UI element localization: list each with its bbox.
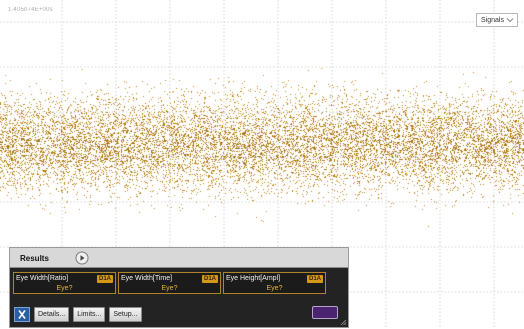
- source-badge: D1A: [96, 275, 113, 283]
- measurement-row: Eye Width[Ratio] D1A Eye? Eye Width[Time…: [13, 272, 345, 294]
- measurement-name: Eye Height[Ampl]: [226, 275, 281, 282]
- results-panel: Results Eye Width[Ratio] D1A Eye? Eye Wi…: [9, 247, 349, 328]
- signals-dropdown-label: Signals: [481, 16, 504, 24]
- source-badge: D1A: [306, 275, 323, 283]
- source-badge: D1A: [201, 275, 218, 283]
- results-title: Results: [20, 254, 49, 263]
- measurement-name: Eye Width[Time]: [121, 275, 173, 282]
- measurement-value: Eye?: [56, 285, 73, 292]
- timestamp-label: 1.405074E+00s: [8, 7, 53, 13]
- close-results-button[interactable]: [14, 306, 30, 322]
- measurement-eye-width-time[interactable]: Eye Width[Time] D1A Eye?: [118, 272, 221, 294]
- play-icon[interactable]: [75, 251, 89, 265]
- measurement-value: Eye?: [266, 285, 283, 292]
- close-icon: [18, 309, 26, 319]
- measurement-name: Eye Width[Ratio]: [16, 275, 69, 282]
- limits-button[interactable]: Limits...: [73, 306, 106, 322]
- measurement-value: Eye?: [161, 285, 178, 292]
- results-header: Results: [10, 248, 348, 268]
- setup-button[interactable]: Setup...: [109, 306, 142, 322]
- signals-dropdown[interactable]: Signals: [476, 13, 518, 27]
- measurement-eye-height-ampl[interactable]: Eye Height[Ampl] D1A Eye?: [223, 272, 326, 294]
- chevron-down-icon: [506, 18, 514, 23]
- details-button[interactable]: Details...: [34, 306, 70, 322]
- color-swatch-button[interactable]: [312, 306, 338, 319]
- resize-grip-icon[interactable]: [340, 319, 347, 326]
- measurement-eye-width-ratio[interactable]: Eye Width[Ratio] D1A Eye?: [13, 272, 116, 294]
- results-toolbar: Details... Limits... Setup...: [14, 306, 146, 322]
